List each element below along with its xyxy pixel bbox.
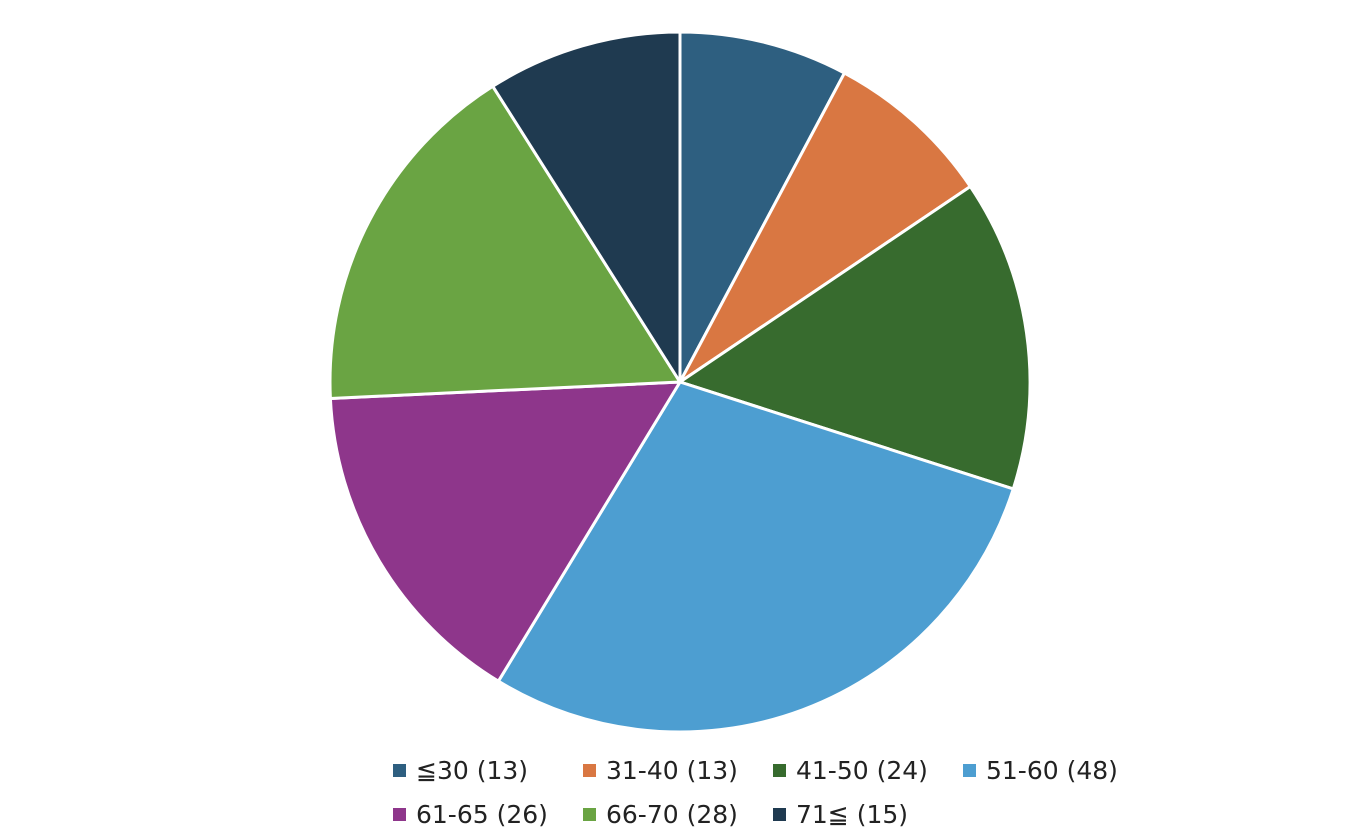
- legend-label: 41-50 (24): [796, 755, 928, 785]
- pie-slice-1: [678, 71, 972, 384]
- pie-slice-4: [328, 380, 682, 683]
- legend-swatch: [583, 763, 596, 777]
- legend-item-66-70: 66-70 (28): [583, 800, 773, 829]
- legend-label: 71≦ (15): [796, 799, 909, 829]
- legend-item-31-40: 31-40 (13): [583, 756, 773, 785]
- legend: ≦30 (13) 31-40 (13) 41-50 (24) 51-60 (48…: [393, 748, 1153, 831]
- legend-row: 61-65 (26) 66-70 (28) 71≦ (15): [393, 792, 1153, 831]
- legend-label: 31-40 (13): [606, 755, 738, 785]
- legend-label: 61-65 (26): [416, 799, 548, 829]
- legend-swatch: [773, 807, 786, 821]
- pie-slice-5: [328, 84, 682, 400]
- legend-swatch: [773, 763, 786, 777]
- legend-item-51-60: 51-60 (48): [963, 756, 1153, 785]
- legend-item-le30: ≦30 (13): [393, 756, 583, 785]
- legend-swatch: [963, 763, 976, 777]
- legend-label: ≦30 (13): [416, 755, 529, 785]
- legend-swatch: [583, 807, 596, 821]
- legend-item-61-65: 61-65 (26): [393, 800, 583, 829]
- legend-swatch: [393, 763, 406, 777]
- legend-label: 66-70 (28): [606, 799, 738, 829]
- legend-item-41-50: 41-50 (24): [773, 756, 963, 785]
- pie-slice-2: [678, 185, 1032, 491]
- legend-row: ≦30 (13) 31-40 (13) 41-50 (24) 51-60 (48…: [393, 748, 1153, 792]
- legend-label: 51-60 (48): [986, 755, 1118, 785]
- pie-slice-6: [491, 30, 682, 384]
- legend-swatch: [393, 807, 406, 821]
- legend-item-ge71: 71≦ (15): [773, 800, 963, 829]
- pie-slice-0: [678, 30, 846, 384]
